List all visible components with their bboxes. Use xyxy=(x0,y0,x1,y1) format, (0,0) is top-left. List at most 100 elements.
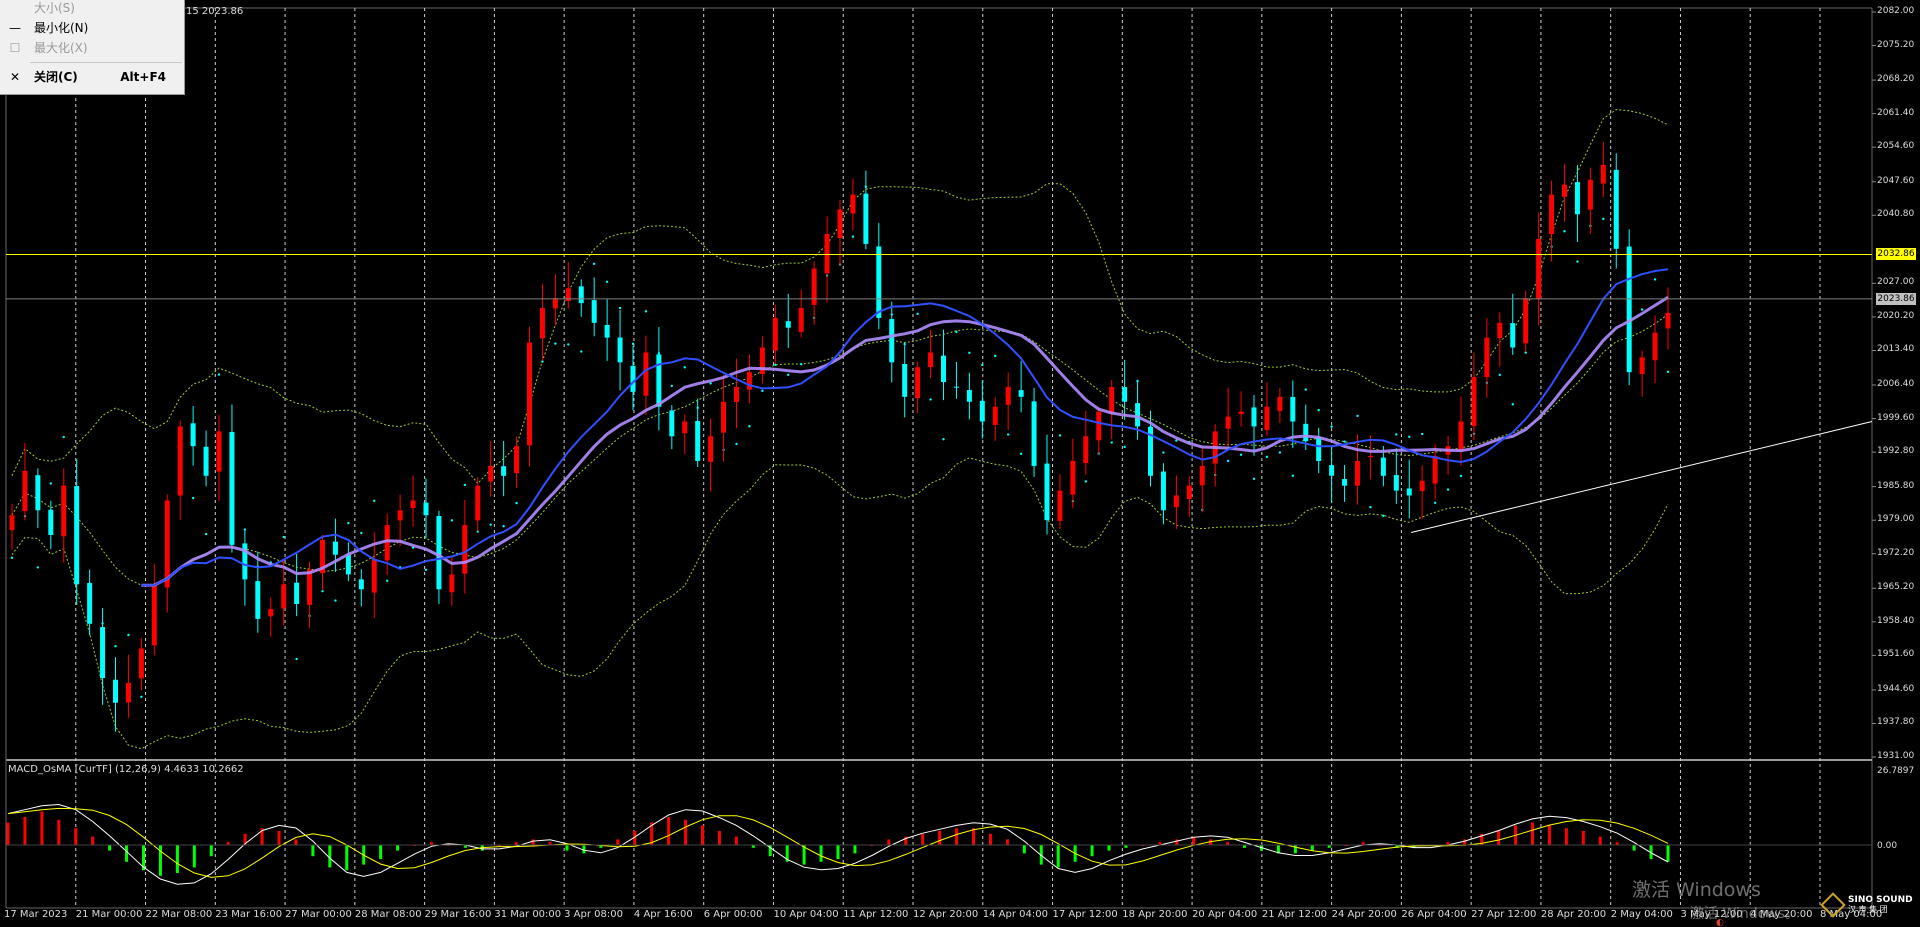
maximize-icon: ☐ xyxy=(9,41,21,55)
sar-dot xyxy=(515,501,518,505)
logo-name: SINO SOUND xyxy=(1848,895,1913,905)
candle-body xyxy=(1303,423,1309,442)
sar-dot xyxy=(955,330,958,334)
candlesticks xyxy=(9,141,1671,732)
histogram-bar xyxy=(1530,822,1534,845)
sar-dot xyxy=(994,354,997,358)
candle-body xyxy=(1406,488,1412,496)
sar-dot xyxy=(761,389,764,393)
histogram-bar xyxy=(700,825,704,845)
candle-body xyxy=(1135,403,1141,427)
histogram-bar xyxy=(1005,839,1009,845)
candle-body xyxy=(9,515,15,531)
sino-sound-logo: SINO SOUND 汉 声 集 团 xyxy=(1820,892,1916,918)
sar-dot xyxy=(1019,452,1023,455)
candle-body xyxy=(100,627,106,679)
price-label: 1985.80 xyxy=(1877,480,1915,491)
sar-dot xyxy=(373,499,376,503)
histogram-bar xyxy=(158,845,162,876)
sar-dot xyxy=(567,343,570,346)
candle-body xyxy=(371,559,377,593)
time-label: 21 Mar 00:00 xyxy=(75,909,143,920)
candle-body xyxy=(475,485,481,521)
histogram-bar xyxy=(1463,839,1467,845)
sar-dot xyxy=(1511,403,1514,406)
candle-body xyxy=(746,372,752,390)
candle-body xyxy=(294,582,300,605)
candle-body xyxy=(1018,390,1024,397)
candle-body xyxy=(423,502,429,516)
sar-dot xyxy=(1291,474,1295,477)
candle-body xyxy=(449,574,455,593)
candle-body xyxy=(863,193,869,244)
sar-dot xyxy=(424,568,428,572)
sar-dot xyxy=(1446,488,1450,491)
macd-line xyxy=(7,803,1669,885)
candle-body xyxy=(953,386,959,388)
sar-dot xyxy=(347,521,350,525)
sar-dot xyxy=(618,306,622,310)
candle-body xyxy=(966,390,972,402)
candle-body xyxy=(928,352,934,368)
time-label: 6 Apr 00:00 xyxy=(703,909,763,920)
sar-dot xyxy=(1226,459,1230,463)
time-label: 24 Apr 20:00 xyxy=(1331,909,1397,920)
menu-item-minimize[interactable]: — 最小化(N) xyxy=(0,18,184,38)
candle-body xyxy=(48,509,54,535)
trendline-line xyxy=(1411,421,1873,533)
candle-body xyxy=(1290,396,1296,422)
sar-dot xyxy=(360,531,363,535)
histogram-bar xyxy=(1480,833,1484,845)
sar-dot xyxy=(489,523,492,526)
sar-dot xyxy=(735,442,738,446)
window-system-menu: 大小(S) — 最小化(N) ☐ 最大化(X) ✕ 关闭(C) Alt+F4 xyxy=(0,0,185,95)
menu-item-close-label: 关闭(C) xyxy=(34,70,78,84)
candle-body xyxy=(824,234,830,274)
candle-body xyxy=(61,485,67,537)
trendline xyxy=(1411,421,1873,533)
candle-body xyxy=(1316,436,1322,461)
menu-item-size[interactable]: 大小(S) xyxy=(0,0,184,18)
sar-dot xyxy=(114,644,117,648)
sar-dot xyxy=(1420,432,1424,436)
indicator-scale-top: 26.7897 xyxy=(1877,766,1915,776)
candle-body xyxy=(643,352,649,396)
sar-dot xyxy=(36,566,40,569)
sar-dot xyxy=(1666,370,1670,374)
menu-item-maximize[interactable]: ☐ 最大化(X) xyxy=(0,38,184,58)
sar-dot xyxy=(554,342,557,345)
time-label: 4 Apr 16:00 xyxy=(633,909,693,920)
candle-body xyxy=(462,525,468,574)
sar-dot xyxy=(1006,433,1010,436)
histogram-bar xyxy=(1209,839,1213,845)
price-label: 2082.00 xyxy=(1877,6,1915,16)
price-label: 1951.60 xyxy=(1877,649,1915,660)
sar-dot xyxy=(1162,451,1165,454)
candle-body xyxy=(501,466,507,476)
sar-dot xyxy=(929,398,932,401)
taskbar-app-icon: ◐ xyxy=(1716,918,1724,927)
sar-dot xyxy=(62,435,65,439)
candle-body xyxy=(410,500,416,509)
sar-dot xyxy=(1459,474,1463,478)
candle-body xyxy=(1393,475,1399,491)
candle-body xyxy=(837,209,843,239)
candle-body xyxy=(1432,456,1438,484)
histogram-bar xyxy=(1090,845,1094,857)
sar-dot xyxy=(580,350,583,353)
histogram-bar xyxy=(23,817,27,845)
histogram-bar xyxy=(1395,845,1399,848)
candle-body xyxy=(1536,238,1542,300)
candle-body xyxy=(1626,246,1632,373)
price-label: 1992.80 xyxy=(1877,446,1915,457)
time-label: 28 Apr 20:00 xyxy=(1540,909,1607,920)
candle-body xyxy=(229,432,235,545)
menu-item-close[interactable]: ✕ 关闭(C) Alt+F4 xyxy=(0,67,184,87)
sar-dot xyxy=(1110,441,1113,444)
sar-dot xyxy=(748,425,751,428)
bollinger-lower xyxy=(11,457,1669,750)
price-label: 2013.40 xyxy=(1877,344,1915,355)
candle-body xyxy=(1367,456,1373,458)
candle-body xyxy=(22,470,28,512)
